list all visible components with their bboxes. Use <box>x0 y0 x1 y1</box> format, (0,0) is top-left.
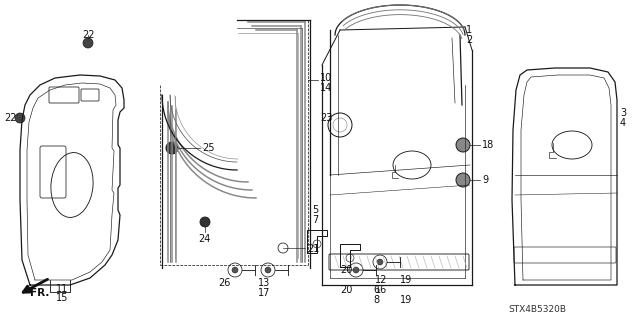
Text: 25: 25 <box>202 143 214 153</box>
Text: 5: 5 <box>312 205 318 215</box>
Text: 20: 20 <box>340 285 353 295</box>
Text: 3: 3 <box>620 108 626 118</box>
Circle shape <box>15 113 25 123</box>
Text: 2: 2 <box>466 35 472 45</box>
Circle shape <box>456 173 470 187</box>
Text: 26: 26 <box>218 278 230 288</box>
Text: 19: 19 <box>400 295 412 305</box>
Text: FR.: FR. <box>30 288 49 298</box>
Text: 22: 22 <box>82 30 95 40</box>
Text: 8: 8 <box>373 295 379 305</box>
Circle shape <box>83 38 93 48</box>
Text: 24: 24 <box>198 234 211 244</box>
Text: 1: 1 <box>466 25 472 35</box>
Text: 16: 16 <box>375 285 387 295</box>
Circle shape <box>377 259 383 265</box>
Text: 10: 10 <box>320 73 332 83</box>
Text: 17: 17 <box>258 288 270 298</box>
Text: 7: 7 <box>312 215 318 225</box>
Text: 9: 9 <box>482 175 488 185</box>
Circle shape <box>200 217 210 227</box>
Circle shape <box>265 267 271 273</box>
Circle shape <box>166 142 178 154</box>
Text: 6: 6 <box>373 285 379 295</box>
Text: 15: 15 <box>56 293 68 303</box>
Text: 22: 22 <box>4 113 17 123</box>
Text: STX4B5320B: STX4B5320B <box>508 305 566 314</box>
Text: 18: 18 <box>482 140 494 150</box>
Text: 11: 11 <box>56 284 68 294</box>
Text: 12: 12 <box>375 275 387 285</box>
Text: 13: 13 <box>258 278 270 288</box>
Circle shape <box>353 267 359 273</box>
Text: 14: 14 <box>320 83 332 93</box>
Text: 20: 20 <box>340 265 353 275</box>
Circle shape <box>456 138 470 152</box>
Text: 4: 4 <box>620 118 626 128</box>
Circle shape <box>232 267 238 273</box>
Text: 19: 19 <box>400 275 412 285</box>
Text: 21: 21 <box>307 244 319 254</box>
Text: 23: 23 <box>320 113 332 123</box>
